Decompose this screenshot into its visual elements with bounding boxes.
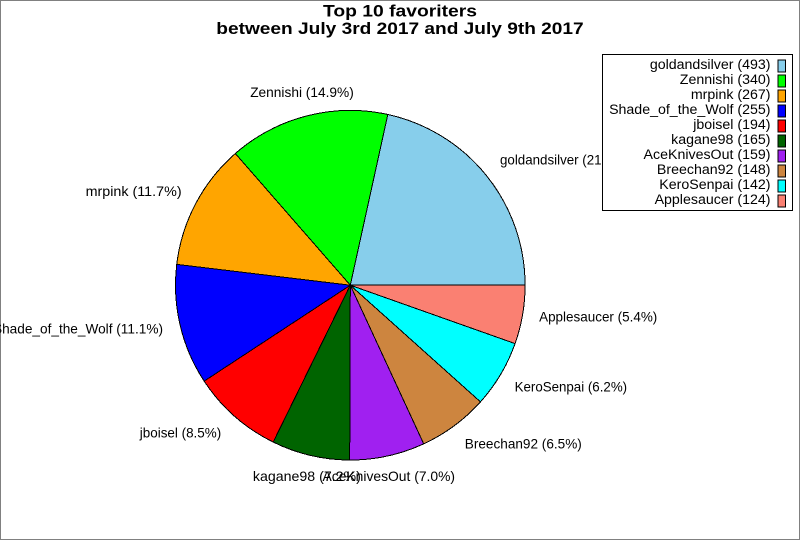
- svg-text:jboisel (8.5%): jboisel (8.5%): [139, 425, 221, 441]
- svg-text:mrpink (11.7%): mrpink (11.7%): [86, 183, 182, 199]
- svg-text:KeroSenpai (6.2%): KeroSenpai (6.2%): [515, 378, 628, 394]
- svg-text:Shade_of_the_Wolf (255): Shade_of_the_Wolf (255): [609, 102, 770, 118]
- svg-text:kagane98 (7.2%): kagane98 (7.2%): [253, 468, 361, 484]
- svg-text:Zennishi (340): Zennishi (340): [680, 72, 771, 88]
- svg-text:Applesaucer (124): Applesaucer (124): [655, 192, 771, 208]
- svg-text:goldandsilver (21.6%): goldandsilver (21.6%): [500, 152, 629, 168]
- svg-text:AceKnivesOut (7.0%): AceKnivesOut (7.0%): [323, 468, 456, 484]
- svg-text:KeroSenpai (142): KeroSenpai (142): [659, 177, 770, 193]
- svg-text:Shade_of_the_Wolf (11.1%): Shade_of_the_Wolf (11.1%): [0, 321, 163, 337]
- svg-text:Breechan92 (6.5%): Breechan92 (6.5%): [465, 436, 582, 452]
- svg-text:Top 10 favoriters: Top 10 favoriters: [323, 2, 477, 21]
- svg-text:Breechan92 (148): Breechan92 (148): [657, 162, 771, 178]
- svg-text:mrpink (267): mrpink (267): [691, 87, 771, 103]
- svg-text:Applesaucer (5.4%): Applesaucer (5.4%): [539, 308, 657, 324]
- svg-text:jboisel (194): jboisel (194): [692, 117, 770, 133]
- svg-text:AceKnivesOut (159): AceKnivesOut (159): [644, 147, 771, 163]
- svg-text:Zennishi (14.9%): Zennishi (14.9%): [250, 84, 354, 100]
- svg-text:goldandsilver (493): goldandsilver (493): [650, 57, 771, 73]
- svg-text:kagane98 (165): kagane98 (165): [671, 132, 770, 148]
- svg-text:between July 3rd 2017 and July: between July 3rd 2017 and July 9th 2017: [216, 19, 583, 38]
